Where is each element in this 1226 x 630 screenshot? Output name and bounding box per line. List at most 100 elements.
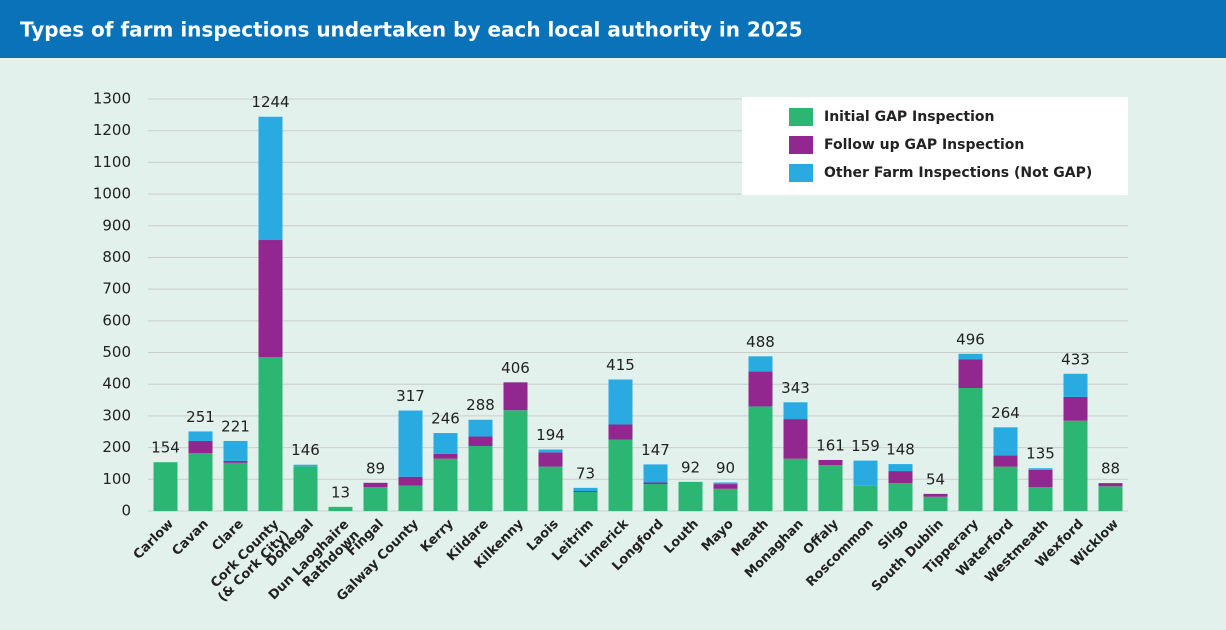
total-label: 135 [1026, 445, 1055, 463]
total-label: 88 [1101, 460, 1120, 478]
bar-segment [573, 487, 598, 492]
bar-segment [468, 446, 493, 511]
bar-segment [818, 465, 843, 511]
bar-segment [678, 481, 703, 511]
total-label: 147 [641, 441, 670, 459]
total-label: 406 [501, 359, 530, 377]
bar-segment [258, 116, 283, 241]
bar-segment [1028, 487, 1053, 511]
bar-segment [713, 484, 738, 489]
total-label: 90 [716, 459, 735, 477]
bar-segment [853, 485, 878, 511]
y-tick-label: 600 [102, 311, 131, 329]
total-label: 221 [221, 417, 250, 435]
bar-segment [1063, 373, 1088, 397]
bar-segment [293, 464, 318, 467]
bar-segment [888, 471, 913, 484]
bar-segment [188, 453, 213, 511]
total-label: 54 [926, 470, 945, 488]
bar-segment [643, 464, 668, 483]
bar-segment [713, 482, 738, 485]
y-tick-label: 500 [102, 343, 131, 361]
total-label: 433 [1061, 350, 1090, 368]
bar-segment [503, 382, 528, 411]
bar-segment [958, 359, 983, 389]
bar-segment [398, 485, 423, 511]
bar-segment [1028, 468, 1053, 470]
total-label: 154 [151, 439, 180, 457]
bar-segment [818, 459, 843, 466]
chart-title: Types of farm inspections undertaken by … [20, 18, 803, 42]
total-label: 161 [816, 436, 845, 454]
bar-segment [538, 449, 563, 453]
bar-segment [643, 484, 668, 511]
bar-segment [503, 410, 528, 511]
bar-segment [923, 493, 948, 497]
bar-segment [1098, 486, 1123, 511]
bar-segment [993, 466, 1018, 511]
total-label: 343 [781, 379, 810, 397]
total-label: 89 [366, 459, 385, 477]
y-tick-label: 800 [102, 248, 131, 266]
bar-segment [853, 460, 878, 486]
bar-segment [398, 410, 423, 477]
bar-segment [958, 353, 983, 360]
bar-segment [573, 491, 598, 492]
bar-segment [398, 476, 423, 486]
bar-segment [538, 452, 563, 467]
bar-segment [923, 496, 948, 511]
total-label: 488 [746, 333, 775, 351]
y-tick-label: 1300 [93, 90, 131, 108]
y-tick-label: 300 [102, 406, 131, 424]
total-label: 13 [331, 483, 350, 501]
total-label: 159 [851, 437, 880, 455]
bar-segment [433, 433, 458, 454]
total-label: 92 [681, 458, 700, 476]
total-label: 288 [466, 396, 495, 414]
bar-segment [258, 240, 283, 358]
bar-segment [223, 460, 248, 463]
bar-segment [608, 379, 633, 425]
y-tick-label: 900 [102, 216, 131, 234]
bar-segment [608, 439, 633, 511]
bar-segment [748, 406, 773, 511]
bar-segment [223, 440, 248, 461]
bar-segment [573, 491, 598, 511]
bar-segment [748, 356, 773, 372]
total-label: 317 [396, 387, 425, 405]
total-label: 146 [291, 441, 320, 459]
total-label: 1244 [251, 93, 289, 111]
bar-segment [363, 482, 388, 488]
total-label: 246 [431, 410, 460, 428]
bar-segment [993, 455, 1018, 467]
legend-label: Other Farm Inspections (Not GAP) [824, 165, 1092, 181]
bar-segment [1028, 469, 1053, 488]
y-tick-label: 400 [102, 375, 131, 393]
total-label: 73 [576, 464, 595, 482]
bar-segment [783, 458, 808, 511]
bar-segment [958, 388, 983, 511]
bar-segment [713, 488, 738, 511]
bar-segment [1063, 396, 1088, 421]
bar-segment [363, 487, 388, 511]
y-tick-label: 0 [121, 502, 131, 520]
bar-segment [328, 506, 353, 511]
y-tick-label: 700 [102, 280, 131, 298]
y-tick-label: 1100 [93, 153, 131, 171]
bar-segment [433, 453, 458, 459]
total-label: 415 [606, 356, 635, 374]
y-tick-label: 200 [102, 438, 131, 456]
y-tick-label: 1000 [93, 185, 131, 203]
legend-label: Initial GAP Inspection [824, 109, 994, 125]
bar-segment [293, 466, 318, 511]
legend-swatch [789, 164, 813, 182]
bar-segment [608, 424, 633, 440]
bar-segment [993, 427, 1018, 456]
bar-segment [783, 402, 808, 420]
total-label: 251 [186, 408, 215, 426]
legend-swatch [789, 136, 813, 154]
total-label: 264 [991, 404, 1020, 422]
total-label: 148 [886, 441, 915, 459]
bar-segment [468, 436, 493, 447]
